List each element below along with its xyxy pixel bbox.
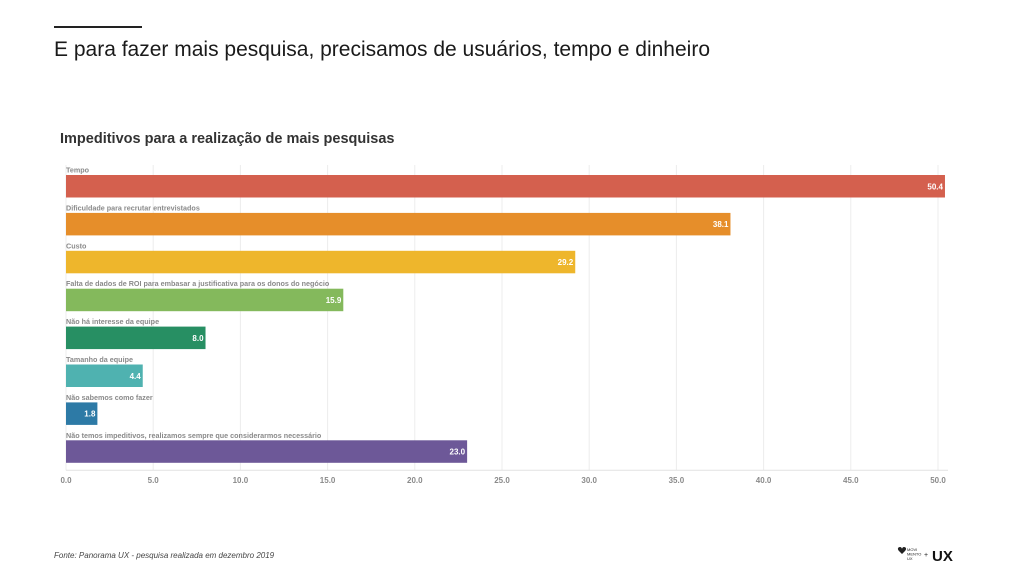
x-tick-label: 25.0 [494,476,510,485]
category-label: Custo [66,241,87,250]
category-label: Falta de dados de ROI para embasar a jus… [66,279,330,288]
category-label: Tempo [66,166,90,175]
bar [66,250,576,274]
x-tick-label: 5.0 [148,476,160,485]
category-label: Não há interesse da equipe [66,317,159,326]
value-label: 50.4 [927,182,943,191]
x-tick-label: 40.0 [756,476,772,485]
source-footnote: Fonte: Panorama UX - pesquisa realizada … [54,551,275,560]
value-label: 23.0 [450,448,466,457]
category-label: Tamanho da equipe [66,355,133,364]
category-label: Não sabemos como fazer [66,393,153,402]
x-tick-label: 50.0 [930,476,946,485]
bar [66,175,945,198]
logo-small-text-1: MOVI [907,547,917,552]
value-label: 8.0 [192,334,204,343]
logo-small-text-3: UX [907,556,913,561]
x-tick-label: 15.0 [320,476,336,485]
value-label: 38.1 [713,220,729,229]
value-label: 29.2 [558,258,574,267]
value-label: 1.8 [84,410,96,419]
slide-title: E para fazer mais pesquisa, precisamos d… [54,38,711,61]
title-accent-rule [54,26,142,28]
bar [66,212,731,236]
x-tick-label: 45.0 [843,476,859,485]
logo-small-text-2: MENTO [907,552,921,557]
bar [66,364,143,387]
x-tick-label: 30.0 [581,476,597,485]
x-tick-label: 10.0 [233,476,249,485]
value-label: 15.9 [326,296,342,305]
bar [66,326,206,350]
x-tick-label: 20.0 [407,476,423,485]
category-label: Não temos impeditivos, realizamos sempre… [66,431,322,440]
x-tick-label: 35.0 [669,476,685,485]
bar [66,288,344,312]
logo-plus: + [924,552,928,559]
chart-title: Impeditivos para a realização de mais pe… [60,131,395,147]
heart-icon [897,547,907,554]
category-label: Dificuldade para recrutar entrevistados [66,203,200,212]
x-tick-label: 0.0 [60,476,72,485]
logo-ux-mark: UX [932,548,953,565]
bar [66,402,98,425]
bar [66,440,468,463]
value-label: 4.4 [130,372,142,381]
movimento-ux-logo: MOVI MENTO UX + UX [897,547,953,565]
